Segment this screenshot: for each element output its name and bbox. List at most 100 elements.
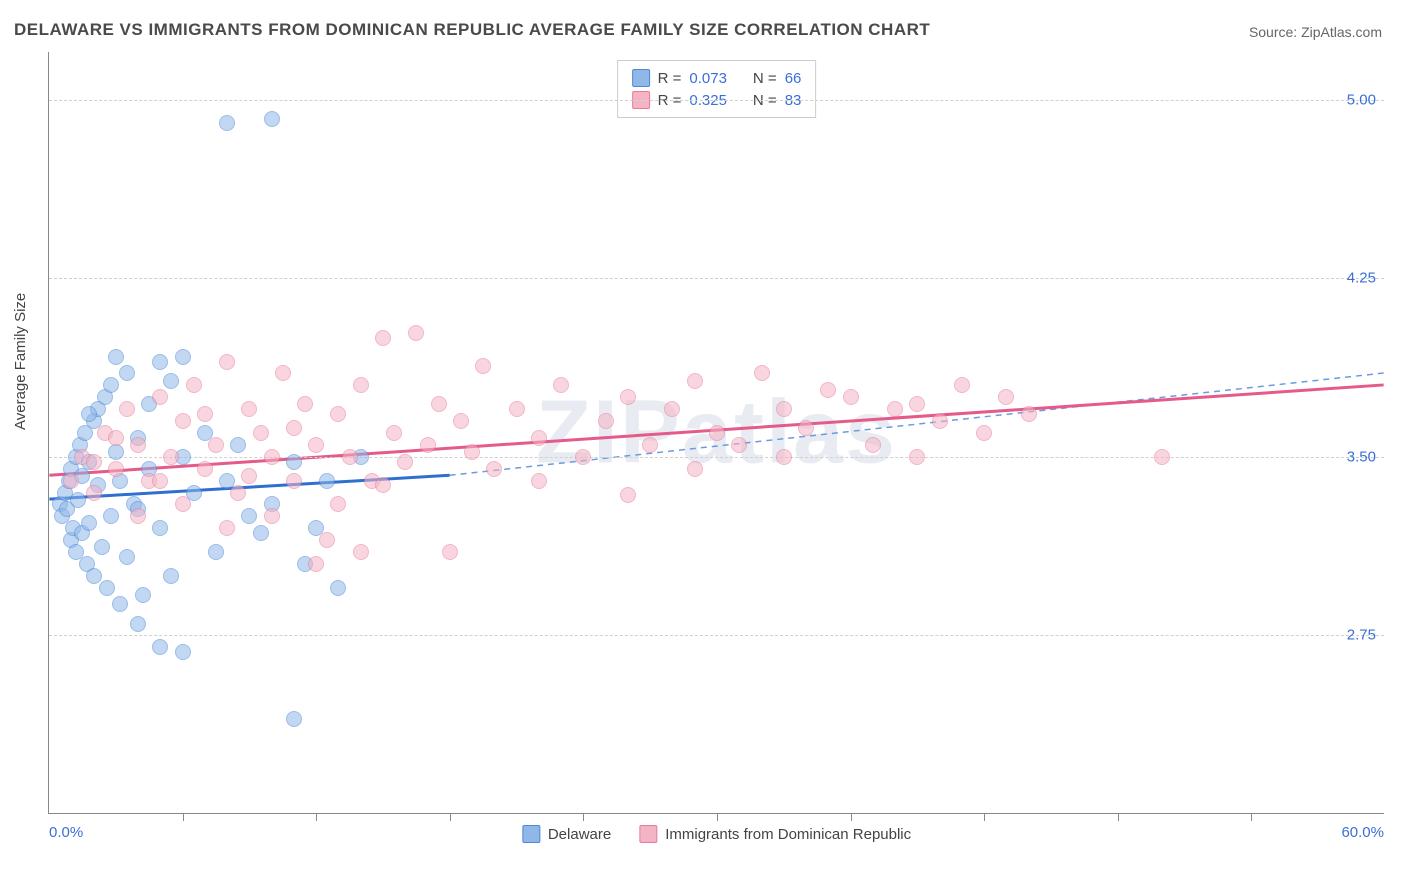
scatter-point-dominican: [275, 365, 291, 381]
scatter-point-delaware: [175, 644, 191, 660]
scatter-point-delaware: [330, 580, 346, 596]
x-tick: [183, 813, 184, 821]
scatter-point-dominican: [909, 449, 925, 465]
scatter-point-dominican: [152, 473, 168, 489]
scatter-point-dominican: [130, 437, 146, 453]
scatter-point-delaware: [135, 587, 151, 603]
scatter-point-delaware: [108, 444, 124, 460]
scatter-point-dominican: [442, 544, 458, 560]
scatter-point-dominican: [909, 396, 925, 412]
r-value-delaware: 0.073: [689, 70, 727, 87]
scatter-point-dominican: [420, 437, 436, 453]
scatter-point-dominican: [998, 389, 1014, 405]
scatter-point-delaware: [70, 492, 86, 508]
scatter-point-delaware: [81, 515, 97, 531]
scatter-point-dominican: [776, 401, 792, 417]
scatter-point-delaware: [152, 639, 168, 655]
scatter-point-dominican: [375, 477, 391, 493]
scatter-point-dominican: [464, 444, 480, 460]
scatter-point-dominican: [386, 425, 402, 441]
scatter-point-delaware: [81, 406, 97, 422]
y-tick-label: 5.00: [1347, 91, 1376, 108]
scatter-point-dominican: [486, 461, 502, 477]
scatter-point-delaware: [163, 568, 179, 584]
scatter-point-dominican: [353, 544, 369, 560]
scatter-point-dominican: [865, 437, 881, 453]
scatter-point-delaware: [286, 711, 302, 727]
scatter-point-dominican: [219, 520, 235, 536]
scatter-point-delaware: [112, 596, 128, 612]
gridline: [49, 635, 1384, 636]
scatter-point-dominican: [731, 437, 747, 453]
scatter-point-dominican: [754, 365, 770, 381]
scatter-point-dominican: [86, 485, 102, 501]
scatter-point-dominican: [598, 413, 614, 429]
scatter-point-dominican: [186, 377, 202, 393]
n-label: N =: [753, 70, 777, 87]
scatter-point-delaware: [264, 111, 280, 127]
scatter-point-delaware: [286, 454, 302, 470]
legend-swatch-delaware: [632, 69, 650, 87]
scatter-point-dominican: [119, 401, 135, 417]
scatter-point-delaware: [94, 539, 110, 555]
scatter-point-dominican: [308, 556, 324, 572]
scatter-point-dominican: [798, 420, 814, 436]
scatter-point-delaware: [319, 473, 335, 489]
scatter-point-dominican: [976, 425, 992, 441]
scatter-point-delaware: [163, 373, 179, 389]
scatter-point-delaware: [130, 616, 146, 632]
scatter-point-dominican: [197, 406, 213, 422]
scatter-point-dominican: [241, 401, 257, 417]
scatter-point-dominican: [553, 377, 569, 393]
scatter-point-dominican: [86, 454, 102, 470]
scatter-point-dominican: [330, 496, 346, 512]
scatter-point-delaware: [241, 508, 257, 524]
legend-swatch-dominican: [639, 825, 657, 843]
scatter-point-dominican: [152, 389, 168, 405]
y-axis-label: Average Family Size: [12, 293, 29, 430]
scatter-point-delaware: [152, 520, 168, 536]
scatter-point-delaware: [175, 349, 191, 365]
y-tick-label: 2.75: [1347, 627, 1376, 644]
y-tick-label: 4.25: [1347, 270, 1376, 287]
scatter-point-delaware: [152, 354, 168, 370]
scatter-point-dominican: [130, 508, 146, 524]
scatter-point-dominican: [687, 461, 703, 477]
scatter-point-dominican: [175, 496, 191, 512]
scatter-point-dominican: [620, 487, 636, 503]
x-tick: [717, 813, 718, 821]
gridline: [49, 100, 1384, 101]
scatter-point-dominican: [342, 449, 358, 465]
scatter-point-dominican: [932, 413, 948, 429]
legend-row-delaware: R = 0.073 N = 66: [632, 67, 802, 89]
x-axis-min-label: 0.0%: [49, 824, 83, 841]
scatter-point-dominican: [308, 437, 324, 453]
legend-swatch-delaware: [522, 825, 540, 843]
scatter-point-dominican: [319, 532, 335, 548]
scatter-point-dominican: [1154, 449, 1170, 465]
scatter-point-dominican: [208, 437, 224, 453]
scatter-point-dominican: [475, 358, 491, 374]
scatter-point-dominican: [375, 330, 391, 346]
scatter-point-dominican: [509, 401, 525, 417]
gridline: [49, 457, 1384, 458]
scatter-point-dominican: [63, 473, 79, 489]
scatter-point-dominican: [664, 401, 680, 417]
scatter-point-delaware: [119, 549, 135, 565]
scatter-point-delaware: [99, 580, 115, 596]
scatter-point-dominican: [286, 420, 302, 436]
legend-item-dominican: Immigrants from Dominican Republic: [639, 825, 911, 843]
correlation-legend: R = 0.073 N = 66 R = 0.325 N = 83: [617, 60, 817, 118]
x-tick: [450, 813, 451, 821]
scatter-point-dominican: [330, 406, 346, 422]
x-axis-max-label: 60.0%: [1341, 824, 1384, 841]
scatter-point-dominican: [397, 454, 413, 470]
y-tick-label: 3.50: [1347, 448, 1376, 465]
scatter-point-dominican: [163, 449, 179, 465]
scatter-point-dominican: [108, 461, 124, 477]
legend-label-dominican: Immigrants from Dominican Republic: [665, 826, 911, 843]
scatter-point-delaware: [119, 365, 135, 381]
scatter-point-dominican: [887, 401, 903, 417]
scatter-point-delaware: [208, 544, 224, 560]
scatter-point-dominican: [431, 396, 447, 412]
